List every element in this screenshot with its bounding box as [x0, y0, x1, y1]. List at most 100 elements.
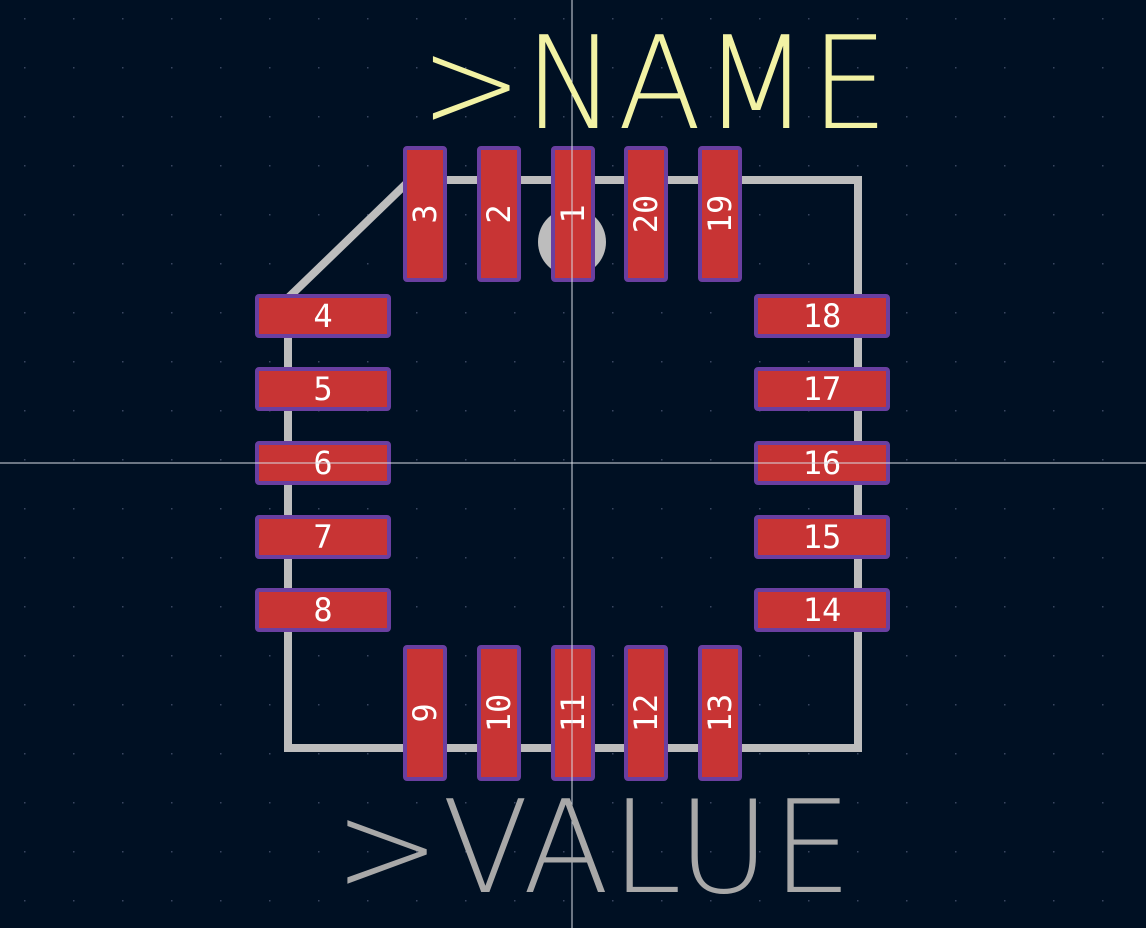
grid-dot — [24, 900, 26, 902]
grid-dot — [171, 410, 173, 412]
grid-dot — [171, 900, 173, 902]
grid-dot — [269, 704, 271, 706]
grid-dot — [514, 410, 516, 412]
pad-rect — [255, 367, 391, 411]
pad-rect — [698, 645, 742, 781]
pad-7[interactable]: 7 — [255, 515, 391, 559]
pad-18[interactable]: 18 — [754, 294, 890, 338]
grid-dot — [808, 753, 810, 755]
pad-number-label: 11 — [554, 694, 592, 733]
pad-3[interactable]: 3 — [403, 146, 447, 282]
grid-dot — [906, 459, 908, 461]
pad-10[interactable]: 10 — [477, 645, 521, 781]
grid-dot — [24, 214, 26, 216]
grid-dot — [710, 557, 712, 559]
grid-dot — [1004, 361, 1006, 363]
grid-dot — [220, 214, 222, 216]
grid-dot — [73, 557, 75, 559]
grid-dot — [367, 851, 369, 853]
pad-rect — [754, 588, 890, 632]
grid-dot — [906, 165, 908, 167]
grid-dot — [759, 67, 761, 69]
grid-dot — [269, 900, 271, 902]
grid-dot — [122, 606, 124, 608]
grid-dot — [1004, 18, 1006, 20]
grid-dot — [759, 655, 761, 657]
pad-8[interactable]: 8 — [255, 588, 391, 632]
grid-dot — [1053, 263, 1055, 265]
grid-dot — [465, 900, 467, 902]
grid-dot — [612, 557, 614, 559]
grid-dot — [24, 361, 26, 363]
grid-dot — [759, 753, 761, 755]
grid-dot — [1004, 508, 1006, 510]
grid-dot — [906, 116, 908, 118]
grid-dot — [1053, 508, 1055, 510]
grid-dot — [269, 67, 271, 69]
pad-11[interactable]: 11 — [551, 645, 595, 781]
grid-dot — [955, 214, 957, 216]
grid-dot — [906, 753, 908, 755]
name-reference-text[interactable]: >NAME — [420, 10, 890, 159]
grid-dot — [857, 18, 859, 20]
pad-15[interactable]: 15 — [754, 515, 890, 559]
pad-14[interactable]: 14 — [754, 588, 890, 632]
grid-dot — [24, 165, 26, 167]
grid-dot — [612, 459, 614, 461]
grid-dot — [367, 263, 369, 265]
grid-dot — [220, 655, 222, 657]
grid-dot — [73, 851, 75, 853]
grid-dot — [808, 655, 810, 657]
grid-dot — [171, 116, 173, 118]
grid-dot — [612, 802, 614, 804]
grid-dot — [612, 606, 614, 608]
grid-dot — [514, 606, 516, 608]
grid-dot — [220, 116, 222, 118]
grid-dot — [906, 67, 908, 69]
grid-dot — [1102, 851, 1104, 853]
grid-dot — [1004, 116, 1006, 118]
grid-dot — [122, 263, 124, 265]
grid-dot — [906, 802, 908, 804]
grid-dot — [318, 704, 320, 706]
pad-13[interactable]: 13 — [698, 645, 742, 781]
pad-19[interactable]: 19 — [698, 146, 742, 282]
grid-dot — [1102, 753, 1104, 755]
pad-4[interactable]: 4 — [255, 294, 391, 338]
grid-dot — [220, 263, 222, 265]
pad-1[interactable]: 1 — [551, 146, 595, 282]
grid-dot — [1102, 900, 1104, 902]
pad-17[interactable]: 17 — [754, 367, 890, 411]
grid-dot — [955, 67, 957, 69]
grid-dot — [73, 263, 75, 265]
pad-rect — [551, 645, 595, 781]
pad-number-label: 14 — [803, 591, 842, 629]
grid-dot — [416, 67, 418, 69]
pad-20[interactable]: 20 — [624, 146, 668, 282]
grid-dot — [514, 557, 516, 559]
grid-dot — [857, 67, 859, 69]
grid-dot — [24, 116, 26, 118]
grid-dot — [955, 18, 957, 20]
grid-dot — [171, 361, 173, 363]
grid-dot — [220, 704, 222, 706]
pad-2[interactable]: 2 — [477, 146, 521, 282]
value-reference-text[interactable]: >VALUE — [334, 774, 854, 923]
pad-number-label: 3 — [406, 204, 444, 223]
grid-dot — [465, 18, 467, 20]
grid-dot — [73, 704, 75, 706]
grid-dot — [416, 606, 418, 608]
grid-dot — [318, 67, 320, 69]
grid-dot — [563, 116, 565, 118]
pad-5[interactable]: 5 — [255, 367, 391, 411]
grid-dot — [1102, 410, 1104, 412]
grid-dot — [808, 116, 810, 118]
pad-12[interactable]: 12 — [624, 645, 668, 781]
grid-dot — [612, 263, 614, 265]
grid-dot — [122, 165, 124, 167]
grid-dot — [24, 18, 26, 20]
pad-9[interactable]: 9 — [403, 645, 447, 781]
grid-dot — [73, 116, 75, 118]
grid-dot — [514, 508, 516, 510]
